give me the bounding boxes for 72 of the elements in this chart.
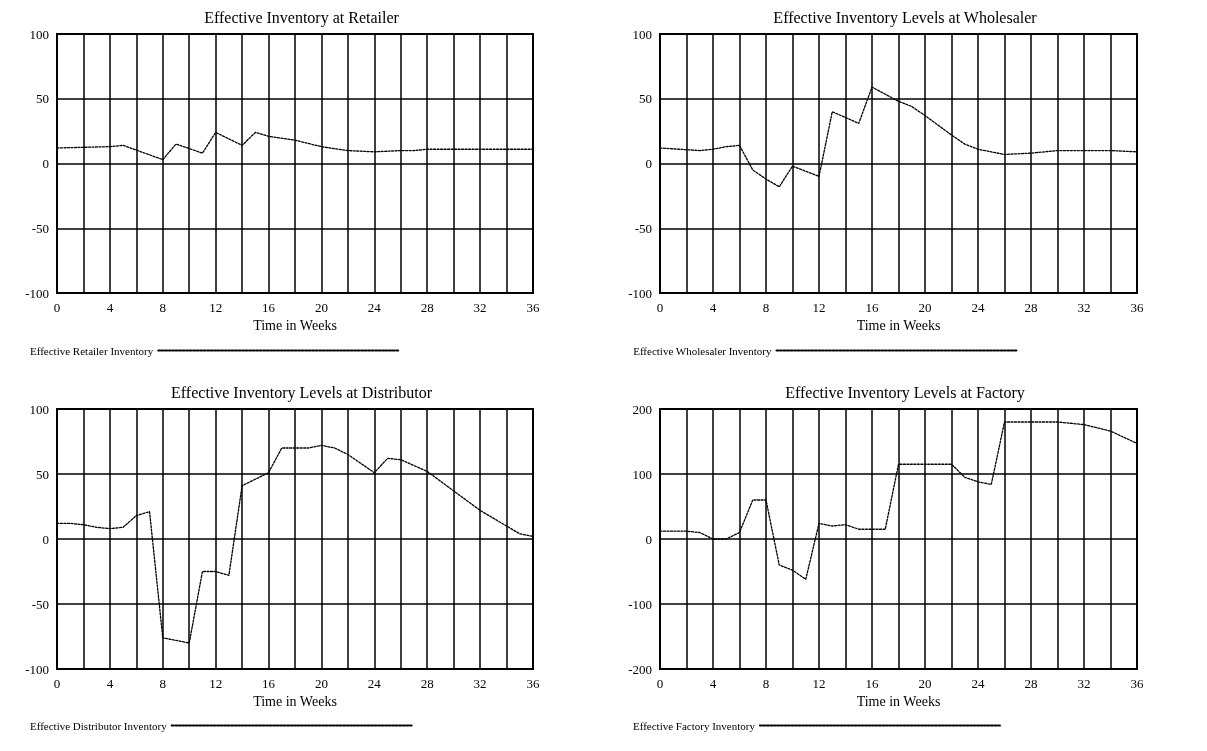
x-tick-label: 36 [526,300,540,315]
x-axis-title: Time in Weeks [856,318,941,334]
y-tick-label: 100 [29,401,49,417]
y-tick-label: 100 [29,26,49,42]
y-tick-label: 100 [632,466,652,482]
y-tick-label: -50 [634,220,652,236]
x-tick-label: 24 [367,300,382,315]
x-tick-label: 28 [420,676,434,691]
x-axis-title: Time in Weeks [253,318,337,334]
x-tick-label: 24 [971,676,985,691]
x-tick-label: 4 [709,300,717,315]
x-tick-label: 0 [53,676,61,691]
x-tick-label: 28 [420,300,434,315]
y-tick-label: 0 [645,531,652,547]
x-tick-label: 12 [209,300,223,315]
text: Effective Wholesaler Inventory [633,344,772,357]
x-tick-label: 12 [812,300,826,315]
x-tick-label: 8 [159,676,167,691]
x-tick-label: 36 [526,676,540,691]
chart-title: Effective Inventory Levels at Distributor [171,383,433,402]
y-tick-label: 50 [36,466,49,482]
y-tick-label: 0 [42,156,49,171]
x-tick-label: 20 [314,300,328,315]
y-tick-label: 50 [639,91,652,107]
x-tick-label: 32 [1077,300,1091,315]
x-tick-label: 4 [106,676,114,691]
chart-title: Effective Inventory at Retailer [204,8,400,27]
x-axis-title: Time in Weeks [856,694,941,710]
y-tick-label: 50 [36,91,49,107]
x-tick-label: 4 [106,300,114,315]
chart-title: Effective Inventory Levels at Factory [785,383,1025,402]
x-tick-label: 36 [1130,300,1144,315]
x-tick-label: 32 [1077,676,1091,691]
y-tick-label: -100 [25,661,49,677]
chart-title: Effective Inventory Levels at Wholesaler [773,8,1038,27]
x-tick-label: 0 [656,676,664,691]
x-tick-label: 0 [53,300,61,315]
text: Effective Distributor Inventory [29,719,168,732]
x-tick-label: 32 [473,300,487,315]
y-tick-label: 200 [632,401,652,417]
x-tick-label: 16 [865,676,879,691]
x-tick-label: 8 [159,300,167,315]
x-tick-label: 28 [1024,300,1038,315]
x-tick-label: 20 [918,676,932,691]
x-tick-label: 24 [367,676,382,691]
x-tick-label: 4 [709,676,717,691]
x-tick-label: 16 [865,300,879,315]
y-tick-label: 0 [645,156,652,171]
x-tick-label: 20 [918,300,932,315]
y-tick-label: 100 [632,26,652,42]
y-tick-label: -200 [628,661,652,677]
y-tick-label: -50 [31,220,49,236]
x-tick-label: 16 [262,300,276,315]
x-tick-label: 28 [1024,676,1038,691]
y-tick-label: -100 [25,285,49,301]
text: Effective Factory Inventory [632,719,756,732]
y-tick-label: -100 [628,596,652,612]
x-tick-label: 16 [262,676,276,691]
x-tick-label: 8 [762,300,770,315]
y-tick-label: 0 [42,531,49,547]
x-tick-label: 0 [656,300,664,315]
x-tick-label: 20 [314,676,328,691]
x-tick-label: 12 [209,676,223,691]
x-tick-label: 36 [1130,676,1144,691]
x-tick-label: 24 [971,300,985,315]
x-tick-label: 32 [473,676,487,691]
x-tick-label: 8 [762,676,770,691]
x-axis-title: Time in Weeks [253,694,337,710]
text: Effective Retailer Inventory [30,344,154,357]
y-tick-label: -100 [628,285,652,301]
y-tick-label: -50 [31,596,49,612]
x-tick-label: 12 [812,676,826,691]
